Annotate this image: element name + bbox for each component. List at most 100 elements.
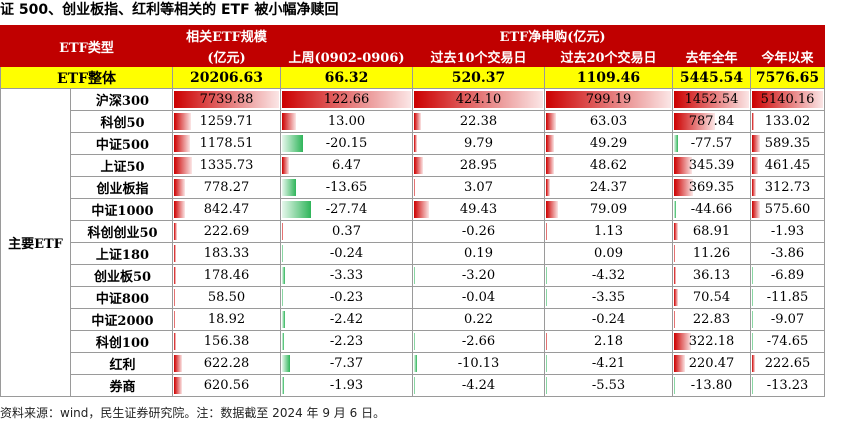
- total-label: ETF整体: [0, 66, 173, 89]
- positive-data-bar: [174, 245, 177, 262]
- positive-data-bar: [674, 267, 676, 284]
- positive-data-bar: [174, 333, 177, 350]
- cell-last-year: 787.84: [672, 110, 751, 133]
- cell-last-week: -27.74: [280, 198, 413, 221]
- cell-last-year: 220.47: [672, 352, 751, 375]
- cell-value: 24.37: [589, 180, 628, 195]
- cell-last-week: 122.66: [280, 88, 413, 111]
- cell-value: -4.32: [591, 268, 626, 283]
- cell-value: -20.15: [325, 136, 368, 151]
- cell-20d: 48.62: [544, 154, 673, 177]
- cell-size: 183.33: [172, 242, 281, 265]
- table-row: 中证1000 842.47 -27.74 49.43 79.09 -44.66 575.60: [1, 198, 826, 221]
- table-row: 创业板50 178.46 -3.33 -3.20 -4.32 36.13 -6.89: [1, 264, 826, 287]
- cell-value: 220.47: [688, 356, 735, 371]
- cell-size: 58.50: [172, 286, 281, 309]
- cell-value: 461.45: [764, 158, 811, 173]
- total-last-year: 5445.54: [672, 66, 751, 89]
- negative-data-bar: [282, 355, 290, 372]
- cell-value: -10.13: [457, 356, 500, 371]
- positive-data-bar: [174, 157, 193, 174]
- header-col-ytd: 今年以来: [749, 45, 826, 67]
- cell-value: 68.91: [692, 224, 731, 239]
- negative-data-bar: [414, 267, 415, 284]
- cell-value: 6.47: [332, 158, 361, 173]
- etf-name: 科创100: [70, 330, 173, 353]
- cell-value: 1259.71: [199, 114, 254, 129]
- cell-value: 0.19: [464, 246, 493, 261]
- cell-value: 799.19: [585, 92, 632, 107]
- positive-data-bar: [174, 355, 183, 372]
- positive-data-bar: [752, 91, 824, 108]
- etf-name: 上证50: [70, 154, 173, 177]
- positive-data-bar: [282, 91, 411, 108]
- cell-value: -2.23: [329, 334, 364, 349]
- cell-10d: -2.66: [412, 330, 545, 353]
- cell-value: 1178.51: [199, 136, 254, 151]
- etf-name: 科创50: [70, 110, 173, 133]
- positive-data-bar: [752, 157, 759, 174]
- cell-10d: -0.04: [412, 286, 545, 309]
- positive-data-bar: [674, 157, 692, 174]
- cell-20d: 1.13: [544, 220, 673, 243]
- cell-value: 1452.54: [684, 92, 739, 107]
- page-title: 证 500、创业板指、红利等相关的 ETF 被小幅净赎回: [0, 2, 339, 18]
- cell-last-year: -13.80: [672, 374, 751, 397]
- cell-20d: 79.09: [544, 198, 673, 221]
- cell-value: -9.07: [770, 312, 805, 327]
- cell-value: -4.21: [591, 356, 626, 371]
- cell-value: 48.62: [589, 158, 628, 173]
- negative-data-bar: [282, 333, 285, 350]
- total-row: ETF整体 20206.63 66.32 520.37 1109.46 5445…: [0, 66, 826, 89]
- cell-last-year: 11.26: [672, 242, 751, 265]
- cell-last-year: -77.57: [672, 132, 751, 155]
- total-size: 20206.63: [172, 66, 281, 89]
- cell-ytd: 461.45: [749, 154, 826, 177]
- cell-value: 589.35: [764, 136, 811, 151]
- positive-data-bar: [752, 179, 757, 196]
- cell-value: -3.35: [591, 290, 626, 305]
- table-row: 上证50 1335.73 6.47 28.95 48.62 345.39 461.45: [1, 154, 826, 177]
- cell-20d: 2.18: [544, 330, 673, 353]
- positive-data-bar: [282, 113, 296, 130]
- etf-name: 中证500: [70, 132, 173, 155]
- source-note: 资料来源：wind，民生证券研究院。注：数据截至 2024 年 9 月 6 日。: [0, 406, 386, 420]
- cell-value: -2.42: [329, 312, 364, 327]
- positive-data-bar: [174, 377, 183, 394]
- cell-20d: -3.35: [544, 286, 673, 309]
- positive-data-bar: [546, 201, 559, 218]
- cell-20d: -5.53: [544, 374, 673, 397]
- cell-10d: 0.22: [412, 308, 545, 331]
- cell-value: 156.38: [203, 334, 250, 349]
- positive-data-bar: [546, 135, 554, 152]
- positive-data-bar: [752, 355, 756, 372]
- positive-data-bar: [674, 245, 675, 262]
- cell-value: -13.23: [766, 378, 809, 393]
- etf-name: 中证1000: [70, 198, 173, 221]
- cell-last-week: -20.15: [280, 132, 413, 155]
- positive-data-bar: [174, 223, 178, 240]
- cell-value: 11.26: [692, 246, 731, 261]
- cell-20d: -4.21: [544, 352, 673, 375]
- positive-data-bar: [174, 179, 185, 196]
- cell-ytd: 312.73: [749, 176, 826, 199]
- positive-data-bar: [674, 179, 694, 196]
- positive-data-bar: [674, 355, 686, 372]
- positive-data-bar: [752, 135, 761, 152]
- etf-flow-table: ETF类型 相关ETF规模 ETF净申购(亿元) (亿元) 上周(0902-09…: [0, 25, 826, 397]
- positive-data-bar: [414, 179, 415, 196]
- cell-size: 842.47: [172, 198, 281, 221]
- cell-10d: 9.79: [412, 132, 545, 155]
- cell-value: 183.33: [203, 246, 250, 261]
- cell-value: -74.65: [766, 334, 809, 349]
- positive-data-bar: [414, 113, 421, 130]
- etf-name: 中证800: [70, 286, 173, 309]
- cell-value: 79.09: [589, 202, 628, 217]
- cell-20d: 799.19: [544, 88, 673, 111]
- positive-data-bar: [414, 157, 423, 174]
- header-size-unit: (亿元): [172, 45, 281, 67]
- cell-last-week: 6.47: [280, 154, 413, 177]
- cell-size: 622.28: [172, 352, 281, 375]
- cell-value: 369.35: [688, 180, 735, 195]
- negative-data-bar: [282, 135, 304, 152]
